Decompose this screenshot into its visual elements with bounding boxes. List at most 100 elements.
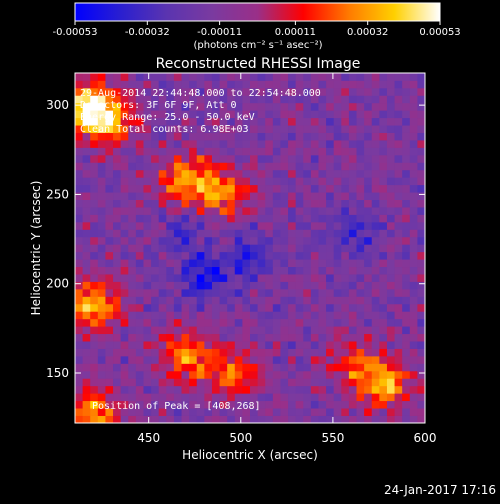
heatmap-cell — [105, 355, 114, 364]
heatmap-cell — [105, 117, 114, 126]
heatmap-cell — [409, 162, 418, 171]
heatmap-cell — [386, 288, 395, 297]
heatmap-cell — [211, 125, 220, 133]
heatmap-cell — [341, 162, 350, 171]
heatmap-cell — [135, 274, 144, 282]
heatmap-cell — [356, 281, 365, 290]
heatmap-cell — [227, 355, 236, 364]
heatmap-cell — [341, 341, 350, 349]
heatmap-cell — [265, 400, 274, 409]
heatmap-cell — [189, 288, 198, 297]
heatmap-cell — [211, 184, 220, 193]
heatmap-cell — [394, 415, 403, 423]
heatmap-cell — [219, 363, 228, 372]
heatmap-cell — [341, 110, 350, 119]
heatmap-cell — [303, 333, 312, 342]
heatmap-cell — [75, 214, 84, 223]
heatmap-cell — [158, 169, 167, 178]
heatmap-cell — [189, 154, 198, 163]
heatmap-cell — [386, 303, 395, 312]
heatmap-cell — [303, 274, 312, 282]
heatmap-cell — [105, 80, 114, 89]
heatmap-cell — [135, 154, 144, 163]
heatmap-cell — [143, 400, 152, 409]
heatmap-cell — [333, 281, 342, 290]
heatmap-cell — [326, 102, 335, 111]
heatmap-cell — [196, 169, 205, 178]
heatmap-cell — [250, 408, 259, 416]
heatmap-cell — [257, 184, 266, 193]
heatmap-cell — [310, 363, 319, 372]
heatmap-cell — [386, 415, 395, 423]
heatmap-cell — [326, 348, 335, 357]
heatmap-cell — [250, 154, 259, 163]
heatmap-cell — [227, 80, 236, 89]
heatmap-cell — [234, 162, 243, 171]
heatmap-cell — [227, 326, 236, 335]
heatmap-cell — [227, 296, 236, 305]
heatmap-cell — [151, 318, 160, 327]
heatmap-cell — [348, 288, 357, 297]
heatmap-cell — [348, 341, 357, 349]
heatmap-cell — [310, 281, 319, 290]
heatmap-cell — [333, 125, 342, 133]
heatmap-cell — [128, 244, 137, 253]
heatmap-cell — [158, 73, 167, 81]
heatmap-cell — [409, 154, 418, 163]
heatmap-cell — [288, 73, 297, 81]
heatmap-cell — [348, 408, 357, 416]
heatmap-cell — [288, 184, 297, 193]
heatmap-cell — [204, 95, 213, 104]
heatmap-cell — [143, 288, 152, 297]
heatmap-cell — [402, 214, 411, 223]
heatmap-cell — [227, 110, 236, 119]
heatmap-cell — [143, 318, 152, 327]
heatmap-cell — [90, 400, 99, 409]
heatmap-cell — [234, 207, 243, 215]
heatmap-cell — [295, 355, 304, 364]
heatmap-cell — [242, 73, 251, 81]
heatmap-cell — [417, 162, 425, 171]
heatmap-cell — [219, 288, 228, 297]
heatmap-cell — [364, 408, 373, 416]
heatmap-cell — [409, 370, 418, 379]
heatmap-cell — [181, 341, 190, 349]
heatmap-cell — [250, 73, 259, 81]
heatmap-cell — [151, 303, 160, 312]
heatmap-cell — [211, 214, 220, 223]
heatmap-cell — [386, 95, 395, 104]
heatmap-cell — [265, 281, 274, 290]
heatmap-cell — [288, 326, 297, 335]
heatmap-cell — [348, 333, 357, 342]
heatmap-cell — [128, 87, 137, 96]
heatmap-cell — [379, 415, 388, 423]
heatmap-cell — [364, 229, 373, 238]
heatmap-cell — [189, 259, 198, 268]
heatmap-cell — [295, 192, 304, 200]
heatmap-cell — [295, 296, 304, 305]
heatmap-cell — [166, 125, 175, 133]
heatmap-cell — [204, 125, 213, 133]
heatmap-cell — [379, 400, 388, 409]
heatmap-cell — [158, 140, 167, 148]
heatmap-cell — [166, 408, 175, 416]
heatmap-cell — [318, 177, 327, 186]
heatmap-cell — [196, 214, 205, 223]
heatmap-cell — [417, 311, 425, 320]
heatmap-cell — [356, 214, 365, 223]
heatmap-cell — [272, 266, 281, 275]
heatmap-cell — [310, 102, 319, 111]
heatmap-cell — [386, 162, 395, 171]
heatmap-cell — [158, 162, 167, 171]
heatmap-cell — [295, 274, 304, 282]
heatmap-cell — [379, 80, 388, 89]
heatmap-cell — [128, 80, 137, 89]
heatmap-cell — [196, 87, 205, 96]
heatmap-cell — [326, 296, 335, 305]
heatmap-cell — [318, 102, 327, 111]
heatmap-cell — [280, 378, 289, 387]
heatmap-cell — [265, 385, 274, 394]
heatmap-cell — [135, 110, 144, 119]
heatmap-cell — [250, 355, 259, 364]
